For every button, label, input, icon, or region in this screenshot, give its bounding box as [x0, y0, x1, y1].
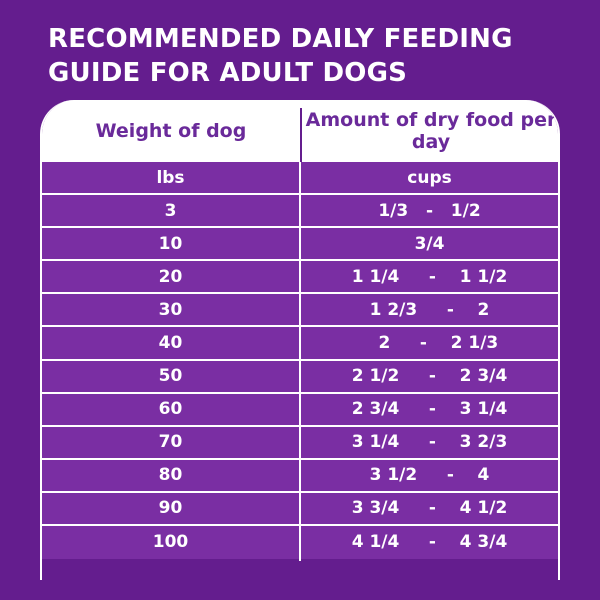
column-divider: [299, 360, 301, 394]
header-divider: [300, 108, 302, 162]
weight-cell: 80: [158, 465, 183, 486]
amount-cell: 3/4: [414, 233, 445, 254]
weight-cell: 40: [158, 332, 183, 353]
table-row: 100 4 1/4 - 4 3/4: [42, 526, 558, 562]
table-header: Weight of dog Amount of dry food per day: [42, 100, 558, 162]
table-row: 20 1 1/4 - 1 1/2: [42, 261, 558, 295]
table-row: 80 3 1/2 - 4: [42, 459, 558, 493]
amount-cell: 1 2/3 - 2: [369, 299, 490, 320]
column-divider: [299, 162, 301, 196]
table-row: 50 2 1/2 - 2 3/4: [42, 360, 558, 394]
amount-cell: 3 3/4 - 4 1/2: [351, 498, 508, 519]
header-weight: Weight of dog: [95, 120, 247, 142]
weight-cell: 30: [158, 299, 183, 320]
column-divider: [299, 426, 301, 460]
amount-cell: 1 1/4 - 1 1/2: [351, 266, 508, 287]
table-row: 40 2 - 2 1/3: [42, 327, 558, 361]
title-line-2: GUIDE FOR ADULT DOGS: [48, 58, 408, 88]
table-row: 3 1/3 - 1/2: [42, 195, 558, 229]
header-amount: Amount of dry food per day: [305, 109, 557, 153]
amount-cell: 3 1/2 - 4: [369, 465, 490, 486]
unit-amount: cups: [407, 167, 452, 188]
column-divider: [299, 393, 301, 427]
weight-cell: 50: [158, 366, 183, 387]
table-row: 10 3/4: [42, 228, 558, 262]
weight-cell: 20: [158, 266, 183, 287]
amount-cell: 2 3/4 - 3 1/4: [351, 399, 508, 420]
table-row: 70 3 1/4 - 3 2/3: [42, 426, 558, 460]
amount-cell: 2 1/2 - 2 3/4: [351, 366, 508, 387]
column-divider: [299, 459, 301, 493]
table-body: lbs cups 3 1/3 - 1/2 10 3/4 20 1 1/4 - 1 1/2 3…: [42, 162, 558, 562]
column-divider: [299, 195, 301, 229]
amount-cell: 4 1/4 - 4 3/4: [351, 531, 508, 552]
amount-cell: 3 1/4 - 3 2/3: [351, 432, 508, 453]
units-row: lbs cups: [42, 162, 558, 196]
amount-cell: 2 - 2 1/3: [360, 332, 499, 353]
column-divider: [299, 294, 301, 328]
amount-cell: 1/3 - 1/2: [378, 200, 481, 221]
feeding-table: Weight of dog Amount of dry food per day…: [40, 100, 560, 580]
column-divider: [299, 492, 301, 527]
weight-cell: 70: [158, 432, 183, 453]
title-line-1: RECOMMENDED DAILY FEEDING: [48, 24, 513, 54]
weight-cell: 90: [158, 498, 183, 519]
table-row: 30 1 2/3 - 2: [42, 294, 558, 328]
column-divider: [299, 526, 301, 562]
weight-cell: 60: [158, 399, 183, 420]
weight-cell: 3: [164, 200, 177, 221]
weight-cell: 10: [158, 233, 183, 254]
table-row: 90 3 3/4 - 4 1/2: [42, 492, 558, 527]
weight-cell: 100: [152, 531, 189, 552]
page-title: RECOMMENDED DAILY FEEDING GUIDE FOR ADUL…: [48, 22, 513, 90]
unit-weight: lbs: [156, 167, 185, 188]
column-divider: [299, 261, 301, 295]
column-divider: [299, 228, 301, 262]
column-divider: [299, 327, 301, 361]
table-row: 60 2 3/4 - 3 1/4: [42, 393, 558, 427]
